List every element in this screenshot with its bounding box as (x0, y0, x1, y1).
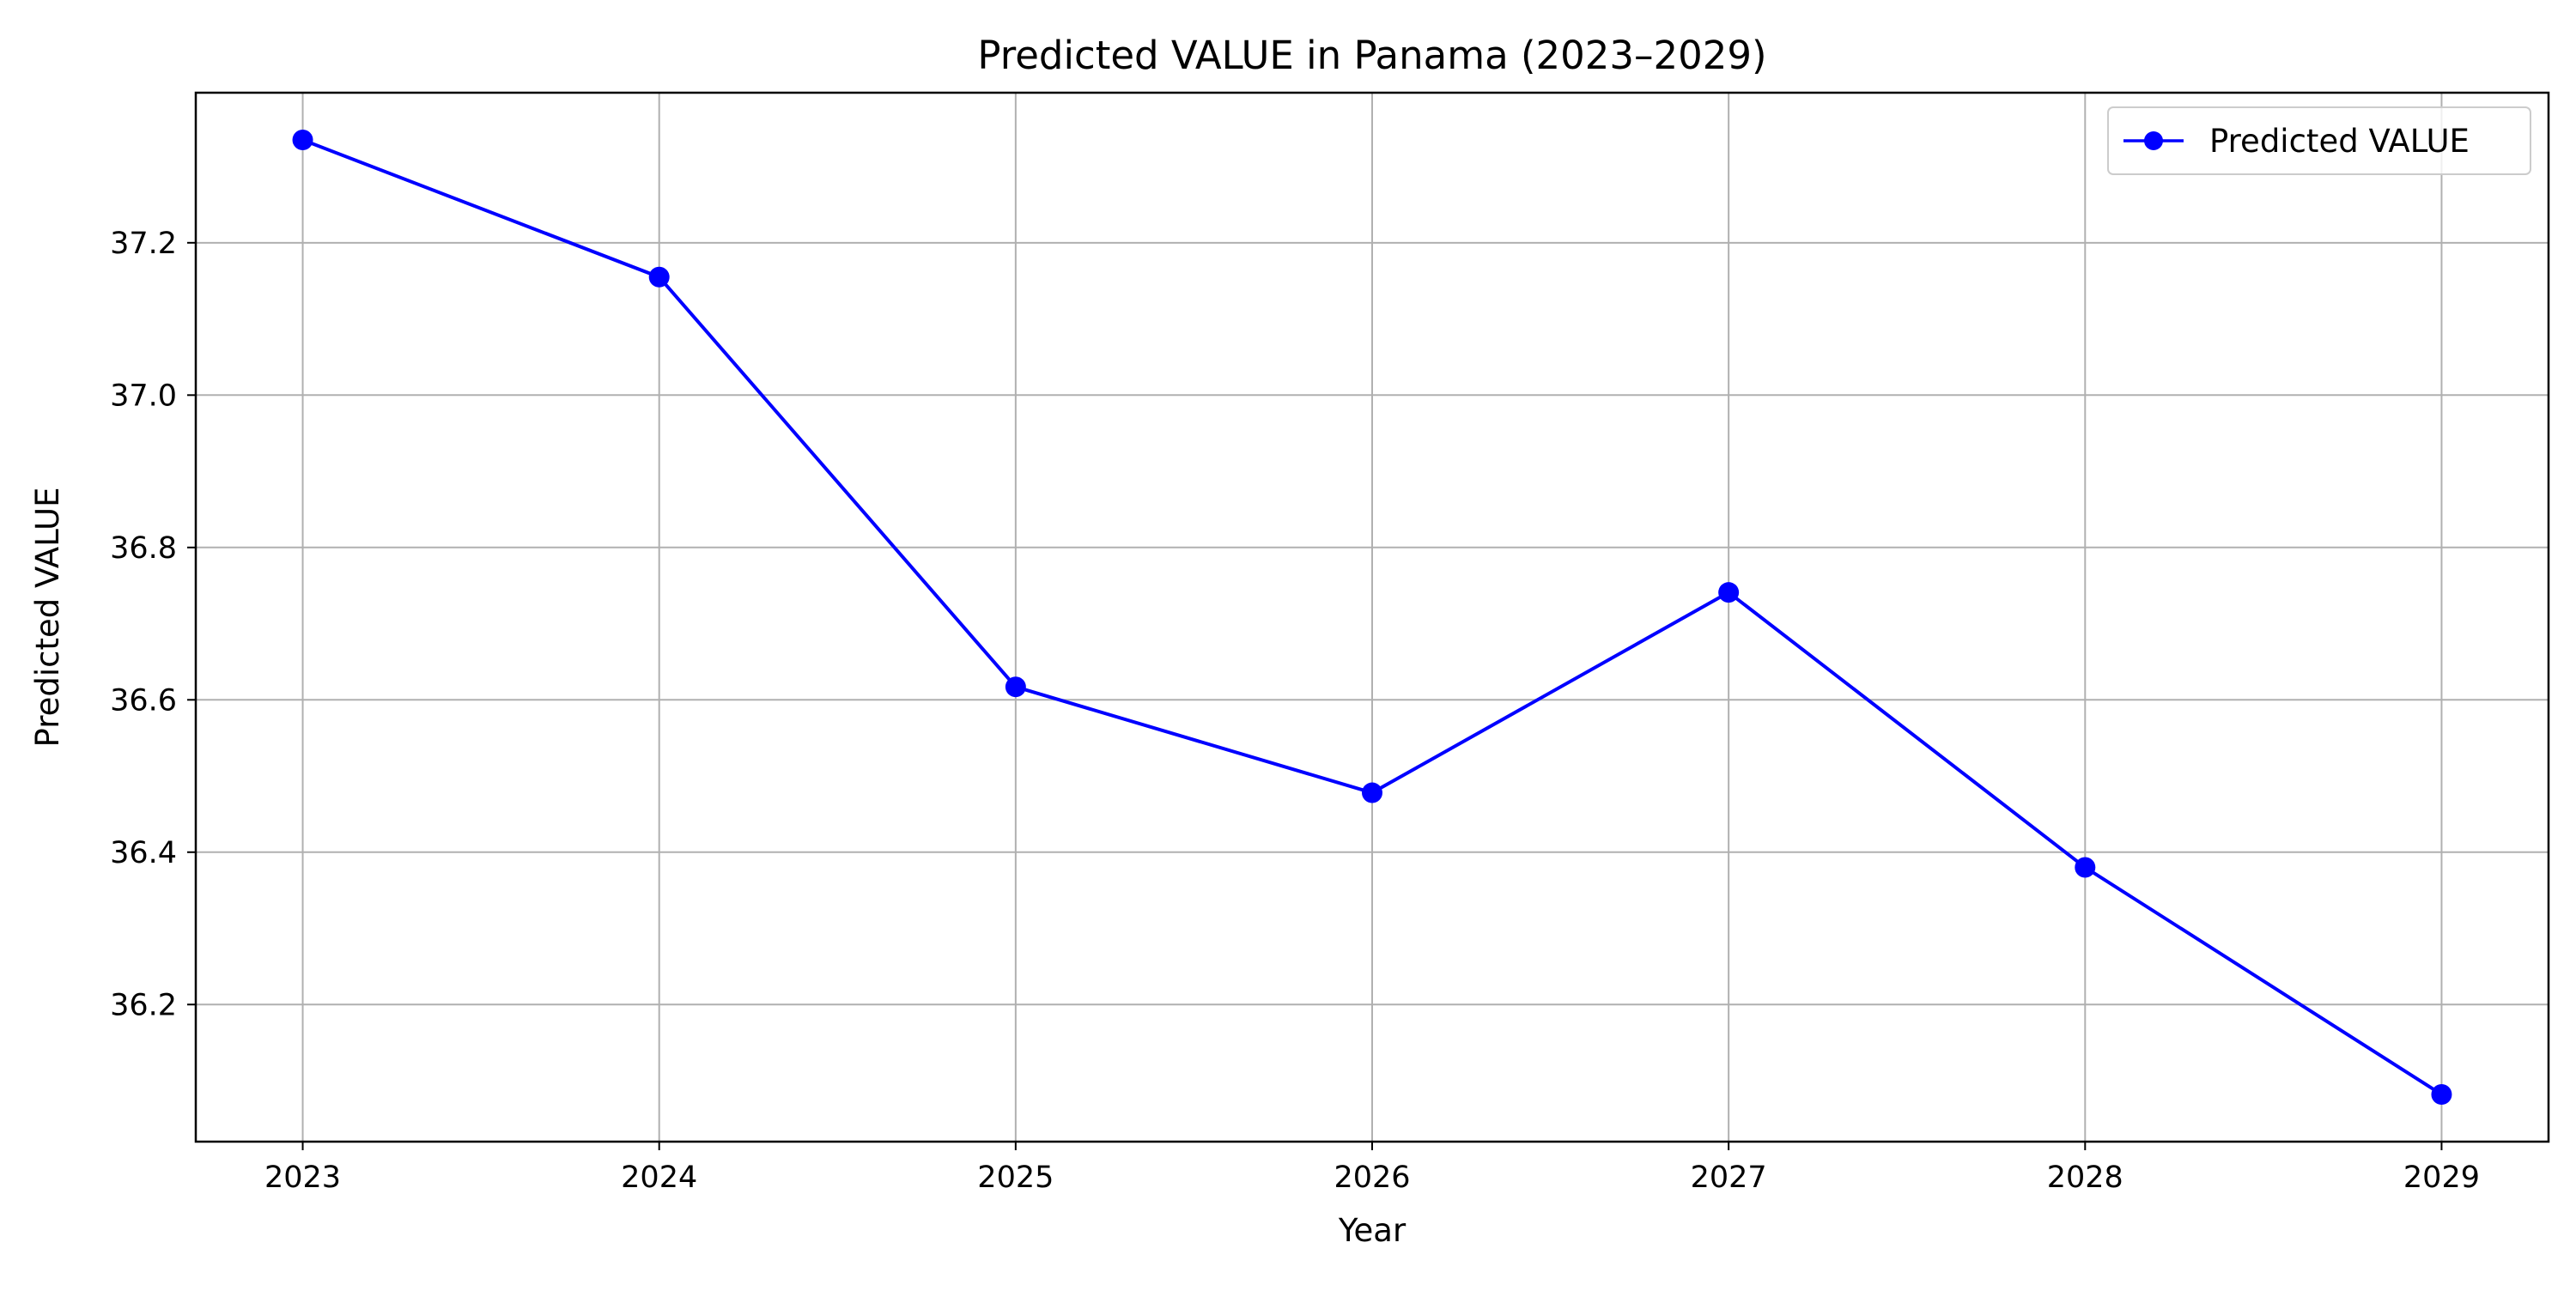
x-tick-label: 2024 (621, 1161, 697, 1195)
data-point (1718, 582, 1740, 603)
x-tick-label: 2029 (2403, 1161, 2480, 1195)
x-tick-label: 2027 (1691, 1161, 1767, 1195)
data-point (1362, 782, 1382, 803)
data-point (1005, 676, 1026, 698)
data-point (648, 266, 670, 288)
y-axis-label: Predicted VALUE (29, 488, 66, 748)
legend: Predicted VALUE (2107, 106, 2531, 175)
y-tick-label: 37.2 (110, 227, 177, 261)
y-tick-label: 37.0 (110, 379, 177, 413)
legend-marker-swatch (2144, 131, 2163, 150)
axis-ticks: 2023 2024 2025 2026 2027 2028 2029 36.2 36.4 36.6… (110, 227, 2480, 1195)
legend-box (2107, 106, 2531, 175)
x-tick-label: 2023 (264, 1161, 341, 1195)
y-tick-label: 36.6 (110, 683, 177, 718)
data-point (2075, 857, 2096, 878)
y-tick-label: 36.4 (110, 836, 177, 870)
data-point (292, 130, 313, 151)
x-tick-label: 2026 (1334, 1161, 1410, 1195)
data-point (2431, 1083, 2452, 1105)
grid (196, 93, 2549, 1142)
x-tick-label: 2025 (977, 1161, 1054, 1195)
legend-label: Predicted VALUE (2209, 123, 2470, 160)
chart-title: Predicted VALUE in Panama (2023–2029) (977, 33, 1766, 78)
x-tick-label: 2028 (2047, 1161, 2123, 1195)
y-tick-label: 36.8 (110, 531, 177, 566)
series-layer (292, 130, 2452, 1105)
y-tick-label: 36.2 (110, 988, 177, 1022)
x-axis-label: Year (1338, 1212, 1406, 1249)
